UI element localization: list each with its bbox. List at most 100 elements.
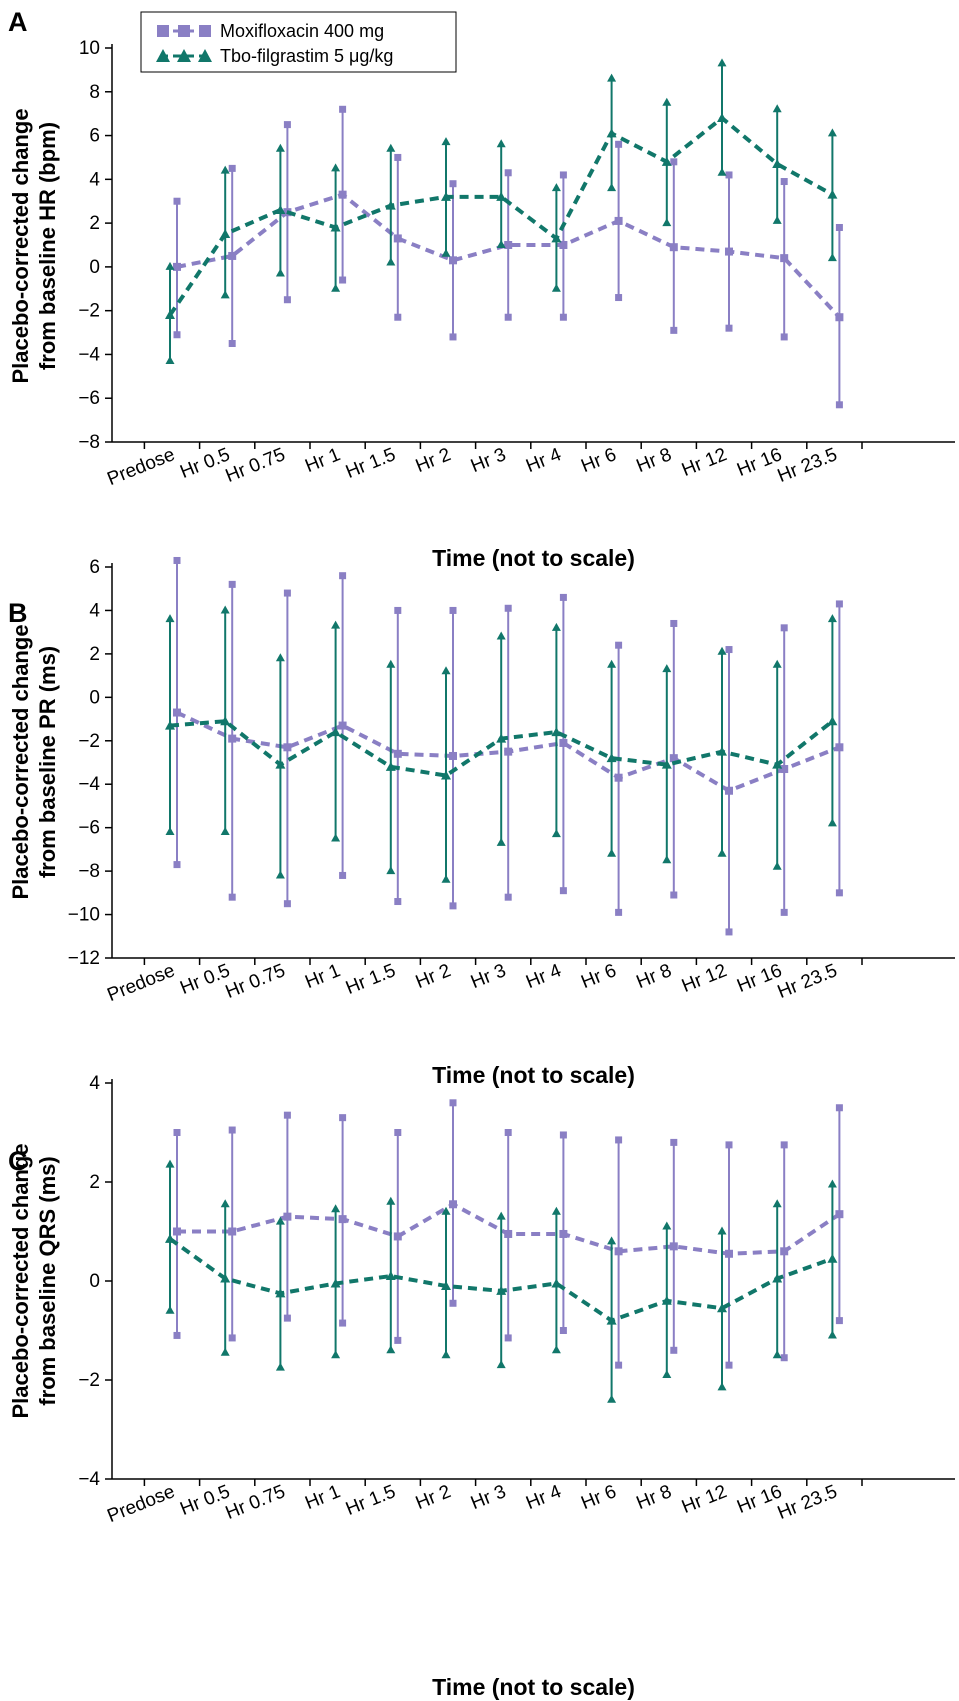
- error-cap-upper: [717, 1226, 727, 1235]
- data-point: [504, 747, 513, 756]
- error-cap-lower: [165, 827, 175, 836]
- data-point: [614, 773, 623, 782]
- data-point: [330, 1278, 341, 1288]
- error-cap-lower: [165, 356, 175, 365]
- error-cap-upper: [662, 1221, 672, 1230]
- series-tbo-filgrastim: [165, 1159, 838, 1403]
- error-cap-lower: [780, 1354, 788, 1362]
- error-cap-upper: [780, 178, 788, 186]
- y-tick-label: 2: [89, 1172, 100, 1193]
- data-point: [661, 759, 672, 769]
- error-cap-upper: [339, 1114, 347, 1122]
- data-point: [330, 222, 341, 232]
- error-cap-lower: [283, 900, 291, 908]
- error-cap-lower: [827, 818, 837, 827]
- error-cap-upper: [717, 646, 727, 655]
- data-point: [220, 1273, 231, 1283]
- error-cap-lower: [827, 1330, 837, 1339]
- error-cap-upper: [827, 128, 837, 137]
- y-tick-label: −6: [78, 818, 100, 839]
- x-tick-label: Hr 12: [679, 444, 730, 481]
- data-point: [772, 759, 783, 769]
- x-tick-label: Hr 1.5: [343, 960, 399, 999]
- data-point: [449, 1200, 457, 1209]
- error-cap-lower: [228, 893, 236, 901]
- error-cap-lower: [394, 1336, 402, 1344]
- error-cap-upper: [670, 158, 678, 166]
- y-tick-label: 2: [89, 213, 100, 234]
- error-cap-upper: [725, 171, 733, 179]
- error-cap-lower: [449, 1299, 457, 1307]
- error-cap-upper: [670, 1138, 678, 1146]
- error-cap-lower: [339, 1319, 347, 1327]
- error-cap-lower: [283, 1314, 291, 1322]
- error-cap-lower: [772, 1350, 782, 1359]
- data-point: [449, 751, 457, 760]
- data-point: [717, 1303, 727, 1313]
- error-cap-lower: [725, 928, 733, 936]
- data-point: [173, 262, 181, 271]
- error-cap-upper: [772, 104, 782, 113]
- data-point: [165, 310, 175, 320]
- x-tick-label: Hr 4: [523, 960, 565, 993]
- x-axis-title: Time (not to scale): [432, 545, 635, 571]
- data-point: [606, 1315, 617, 1325]
- legend: Moxifloxacin 400 mg Tbo-filgrastim 5 μg/…: [140, 11, 457, 73]
- error-cap-lower: [386, 257, 396, 266]
- data-point: [496, 733, 507, 743]
- data-point: [606, 128, 617, 138]
- x-tick-label: Hr 3: [468, 960, 509, 993]
- y-tick-label: −4: [78, 774, 100, 795]
- data-point: [559, 1229, 568, 1238]
- error-cap-lower: [662, 1370, 672, 1379]
- error-cap-upper: [504, 1129, 512, 1136]
- data-point: [283, 743, 292, 752]
- error-cap-upper: [662, 97, 672, 106]
- data-point: [772, 1273, 783, 1283]
- panel-letter-c: C: [8, 1146, 28, 1176]
- error-cap-upper: [173, 1129, 181, 1136]
- data-point: [165, 720, 175, 730]
- data-point: [725, 247, 733, 256]
- data-point: [551, 727, 562, 737]
- error-cap-upper: [331, 1204, 341, 1213]
- error-cap-upper: [496, 631, 506, 640]
- data-point: [551, 233, 562, 243]
- error-cap-lower: [780, 908, 788, 916]
- error-cap-upper: [228, 580, 236, 588]
- error-cap-upper: [449, 606, 457, 614]
- error-cap-lower: [441, 874, 451, 883]
- error-cap-upper: [725, 646, 733, 654]
- y-tick-label: 6: [89, 126, 100, 147]
- error-cap-upper: [835, 600, 843, 608]
- y-axis-title-line: Placebo-corrected change: [8, 624, 33, 899]
- data-point: [441, 770, 451, 780]
- error-cap-upper: [496, 139, 506, 148]
- error-cap-lower: [725, 1361, 733, 1369]
- x-tick-label: Hr 8: [634, 444, 675, 477]
- series-moxifloxacin: [173, 556, 844, 936]
- data-point: [780, 1247, 789, 1256]
- data-point: [275, 204, 286, 214]
- y-tick-label: −6: [78, 388, 100, 409]
- data-point: [559, 738, 568, 747]
- error-cap-upper: [772, 659, 782, 668]
- error-cap-upper: [559, 593, 567, 601]
- x-tick-label: Hr 0.75: [223, 1481, 289, 1524]
- legend-item-moxifloxacin: Moxifloxacin 400 mg: [157, 21, 384, 41]
- error-cap-lower: [449, 333, 457, 341]
- error-cap-lower: [615, 294, 623, 302]
- error-cap-upper: [275, 653, 285, 662]
- error-cap-lower: [496, 1360, 506, 1369]
- error-cap-upper: [717, 58, 727, 67]
- x-tick-label: Hr 3: [468, 1481, 509, 1514]
- error-cap-lower: [670, 326, 678, 334]
- error-cap-lower: [173, 861, 181, 869]
- data-point: [717, 113, 727, 123]
- data-point: [835, 313, 844, 322]
- error-cap-upper: [607, 73, 617, 82]
- data-point: [393, 1232, 402, 1241]
- error-cap-lower: [386, 1345, 396, 1354]
- error-cap-upper: [386, 659, 396, 668]
